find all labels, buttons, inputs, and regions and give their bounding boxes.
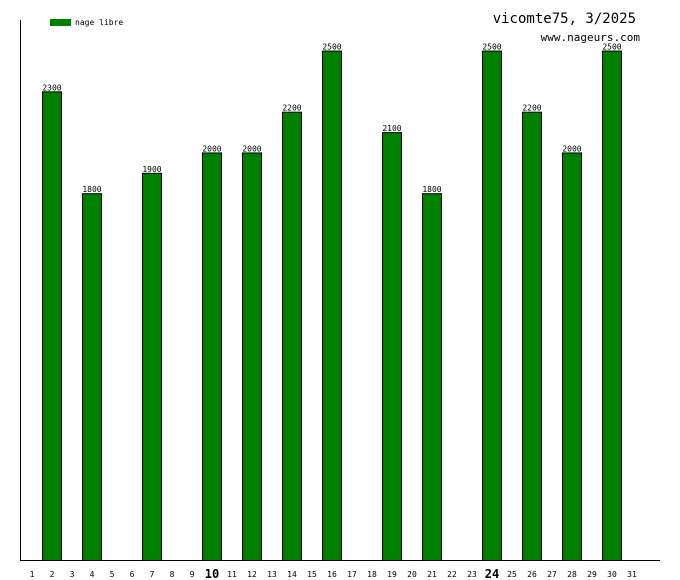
x-tick-label: 15 (307, 570, 317, 579)
x-tick-label: 10 (205, 567, 219, 580)
x-tick-label: 28 (567, 570, 577, 579)
x-tick-label: 1 (30, 570, 35, 579)
x-tick-label: 12 (247, 570, 257, 579)
x-tick-label: 25 (507, 570, 517, 579)
bar-day-28 (562, 152, 582, 562)
x-tick-label: 8 (170, 570, 175, 579)
value-labels: 2300 1800 1900 2000 2000 2200 2500 2100 1800 2500… (42, 43, 621, 195)
value-label-day-4: 1800 (82, 185, 101, 194)
x-tick-label: 17 (347, 570, 357, 579)
bar-day-21 (422, 193, 442, 561)
chart-subtitle: www.nageurs.com (541, 31, 641, 44)
x-tick-label: 31 (627, 570, 637, 579)
x-tick-label: 9 (190, 570, 195, 579)
x-tick-label: 29 (587, 570, 597, 579)
x-tick-label: 22 (447, 570, 457, 579)
bar-day-10 (202, 152, 222, 562)
x-tick-label: 16 (327, 570, 337, 579)
bars (42, 50, 622, 562)
value-label-day-26: 2200 (522, 104, 541, 113)
x-tick-label: 3 (70, 570, 75, 579)
x-tick-labels: 1 2 3 4 5 6 7 8 9 10 11 12 13 14 15 16 17 18 19 20 21 22 23 24 2… (30, 567, 637, 580)
bar-day-16 (322, 50, 342, 561)
value-label-day-12: 2000 (242, 144, 261, 153)
bar-day-14 (282, 111, 302, 561)
x-tick-label: 20 (407, 570, 417, 579)
x-tick-label: 4 (90, 570, 95, 579)
x-tick-label: 5 (110, 570, 115, 579)
bar-day-24 (482, 50, 502, 561)
x-tick-label: 14 (287, 570, 297, 579)
x-tick-label: 24 (485, 567, 499, 580)
value-label-day-2: 2300 (42, 83, 61, 92)
legend-swatch (50, 19, 71, 26)
x-tick-label: 26 (527, 570, 537, 579)
x-tick-label: 18 (367, 570, 377, 579)
bar-day-19 (382, 132, 402, 561)
bar-day-2 (42, 91, 62, 562)
x-tick-label: 11 (227, 570, 237, 579)
value-label-day-30: 2500 (602, 43, 621, 52)
x-tick-label: 27 (547, 570, 557, 579)
x-tick-label: 7 (150, 570, 155, 579)
value-label-day-24: 2500 (482, 43, 501, 52)
x-tick-label: 30 (607, 570, 617, 579)
x-tick-label: 2 (50, 570, 55, 579)
bar-day-7 (142, 172, 162, 561)
x-tick-label: 19 (387, 570, 397, 579)
value-label-day-7: 1900 (142, 165, 161, 174)
value-label-day-14: 2200 (282, 104, 301, 113)
bar-day-26 (522, 111, 542, 561)
x-tick-label: 6 (130, 570, 135, 579)
value-label-day-28: 2000 (562, 144, 581, 153)
chart-title: vicomte75, 3/2025 (493, 11, 636, 27)
x-tick-label: 23 (467, 570, 477, 579)
bar-day-30 (602, 50, 622, 561)
bar-day-4 (82, 193, 102, 561)
value-label-day-16: 2500 (322, 43, 341, 52)
value-label-day-21: 1800 (422, 185, 441, 194)
legend: nage libre (50, 18, 123, 27)
bar-day-12 (242, 152, 262, 562)
x-tick-label: 13 (267, 570, 277, 579)
x-tick-label: 21 (427, 570, 437, 579)
value-label-day-10: 2000 (202, 144, 221, 153)
value-label-day-19: 2100 (382, 124, 401, 133)
legend-label: nage libre (75, 18, 123, 27)
